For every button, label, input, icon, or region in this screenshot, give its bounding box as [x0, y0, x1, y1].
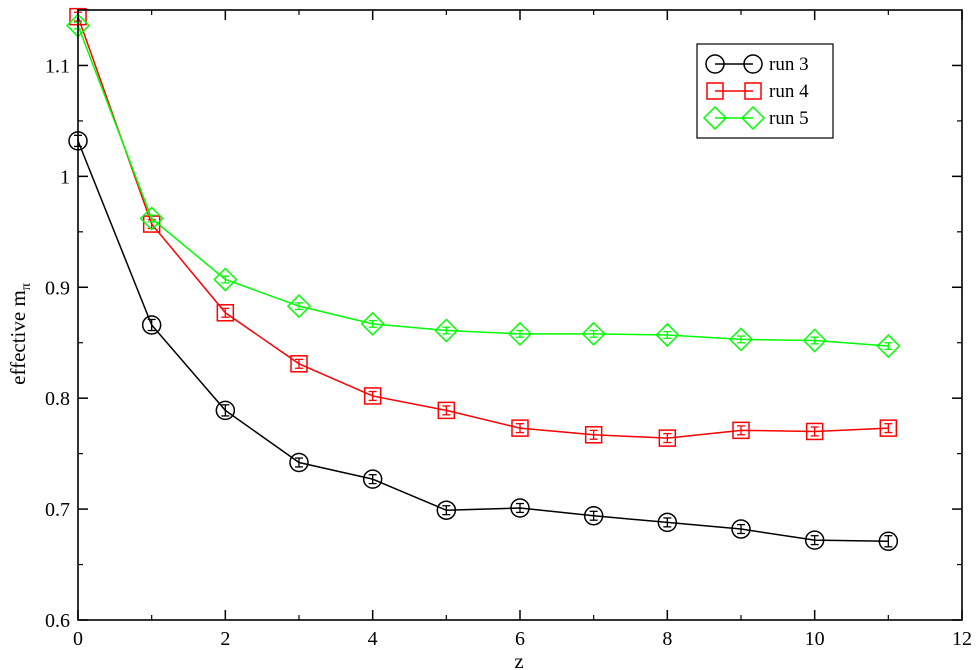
x-tick-label: 6: [515, 628, 525, 650]
x-tick-label: 12: [952, 628, 972, 650]
data-point: [581, 321, 606, 346]
data-point: [289, 452, 309, 473]
legend: run 3 run 4 run 5: [696, 43, 834, 139]
data-point: [360, 311, 385, 336]
data-point: [658, 429, 677, 447]
data-point: [731, 519, 751, 539]
series-line: [77, 140, 889, 543]
data-point: [511, 419, 529, 437]
data-point: [286, 294, 312, 319]
data-point: [213, 267, 238, 292]
data-point: [290, 355, 308, 373]
data-point: [876, 333, 901, 359]
y-axis-title-subscript: π: [19, 283, 34, 290]
legend-marker: [744, 82, 762, 100]
legend-marker: [702, 105, 728, 131]
data-point: [507, 321, 533, 346]
y-tick-label: 1: [60, 166, 70, 188]
x-tick-label: 4: [368, 628, 378, 650]
data-point: [437, 401, 456, 420]
data-point: [583, 505, 604, 526]
data-point: [510, 498, 530, 518]
y-tick-label: 0.6: [45, 610, 70, 632]
series-line: [77, 16, 889, 439]
data-point: [215, 400, 236, 421]
data-point: [434, 318, 459, 343]
y-axis-title-main: effective m: [6, 290, 30, 385]
legend-marker: [743, 54, 763, 74]
y-axis-title: effective mπ: [6, 283, 34, 385]
x-tick-label: 2: [220, 628, 230, 650]
data-point: [804, 530, 825, 550]
data-point: [436, 500, 457, 520]
data-point: [584, 426, 603, 444]
data-point: [362, 469, 383, 489]
x-tick-label: 0: [73, 628, 83, 650]
legend-marker: [705, 54, 725, 74]
data-point: [139, 206, 164, 231]
legend-label: run 3: [769, 54, 809, 75]
series-run-4: [69, 7, 898, 447]
series-line: [77, 25, 889, 347]
data-point: [732, 421, 750, 440]
legend-label: run 5: [769, 108, 809, 129]
y-tick-label: 0.9: [45, 277, 70, 299]
series-run-5: [65, 13, 901, 359]
data-point: [878, 531, 899, 552]
y-tick-label: 0.8: [45, 388, 70, 410]
data-point: [216, 304, 235, 322]
series-run-3: [68, 131, 899, 552]
y-tick-label: 0.7: [45, 499, 70, 521]
data-point: [879, 419, 898, 437]
x-tick-label: 10: [805, 628, 825, 650]
legend-marker: [740, 105, 766, 131]
data-point: [363, 387, 382, 405]
axes: 0 2 4 6 8 10 12 0.6 0.7 0.8 0.9 1 1.1: [45, 9, 972, 650]
data-point: [141, 315, 162, 335]
y-tick-label: 1.1: [45, 55, 70, 77]
legend-label: run 4: [769, 81, 809, 102]
data-point: [728, 327, 754, 352]
x-axis-title: z: [514, 649, 523, 670]
data-point: [802, 328, 827, 353]
data-point: [805, 422, 824, 441]
plot-area: [65, 7, 901, 552]
x-tick-label: 8: [662, 628, 672, 650]
legend-marker: [706, 82, 724, 100]
data-point: [657, 512, 678, 533]
data-point: [655, 322, 680, 348]
